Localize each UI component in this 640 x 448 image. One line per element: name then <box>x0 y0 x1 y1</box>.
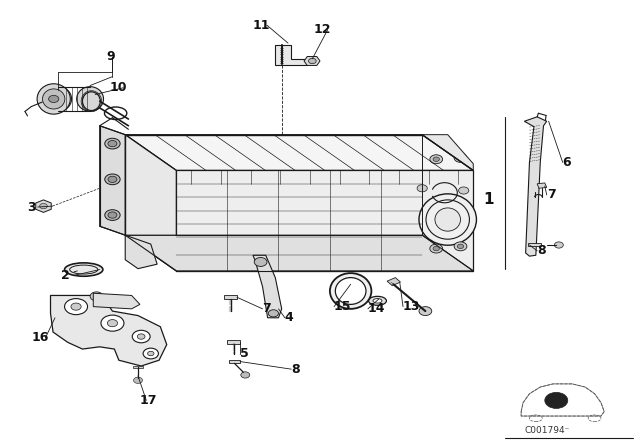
Text: 13: 13 <box>403 300 420 313</box>
Text: 17: 17 <box>140 394 157 407</box>
Polygon shape <box>524 117 547 256</box>
Circle shape <box>433 246 440 251</box>
Circle shape <box>430 155 443 164</box>
Circle shape <box>40 203 47 209</box>
Text: 7: 7 <box>262 302 271 315</box>
Ellipse shape <box>42 89 65 109</box>
Polygon shape <box>100 126 125 235</box>
Polygon shape <box>176 170 473 271</box>
Polygon shape <box>125 135 176 271</box>
Text: 8: 8 <box>291 362 300 376</box>
Circle shape <box>545 392 568 409</box>
Circle shape <box>458 244 464 249</box>
Ellipse shape <box>45 86 72 111</box>
Ellipse shape <box>65 263 103 276</box>
Text: 15: 15 <box>334 300 351 313</box>
Text: 5: 5 <box>240 347 249 360</box>
Circle shape <box>108 212 117 218</box>
Circle shape <box>148 351 154 356</box>
Circle shape <box>90 292 103 301</box>
Circle shape <box>71 303 81 310</box>
Polygon shape <box>253 255 282 318</box>
Circle shape <box>268 310 278 317</box>
Text: 2: 2 <box>61 269 70 282</box>
Text: C001794⁻: C001794⁻ <box>524 426 570 435</box>
Ellipse shape <box>330 273 371 309</box>
Polygon shape <box>93 293 140 309</box>
Circle shape <box>454 153 467 162</box>
Circle shape <box>105 138 120 149</box>
Text: 9: 9 <box>106 50 115 63</box>
Polygon shape <box>387 278 401 286</box>
Ellipse shape <box>435 208 461 231</box>
Ellipse shape <box>419 194 476 245</box>
Polygon shape <box>125 235 473 271</box>
Polygon shape <box>229 360 240 363</box>
Text: 8: 8 <box>537 244 546 257</box>
Circle shape <box>108 141 117 147</box>
Ellipse shape <box>77 86 104 111</box>
Text: 11: 11 <box>253 19 271 32</box>
Polygon shape <box>125 235 157 269</box>
Text: 7: 7 <box>547 189 556 202</box>
Circle shape <box>433 157 440 161</box>
Text: 16: 16 <box>31 332 49 345</box>
Circle shape <box>108 176 117 182</box>
Text: 3: 3 <box>28 201 36 214</box>
Circle shape <box>105 210 120 220</box>
Polygon shape <box>51 296 167 366</box>
Polygon shape <box>224 296 237 299</box>
Circle shape <box>454 242 467 251</box>
Polygon shape <box>133 366 143 368</box>
Polygon shape <box>227 340 240 344</box>
Circle shape <box>459 187 468 194</box>
Text: 6: 6 <box>563 156 572 169</box>
Circle shape <box>430 244 443 253</box>
Text: 10: 10 <box>109 81 127 94</box>
Text: 4: 4 <box>285 311 294 324</box>
Ellipse shape <box>373 298 382 303</box>
Circle shape <box>241 372 250 378</box>
Circle shape <box>132 330 150 343</box>
Circle shape <box>108 319 118 327</box>
Polygon shape <box>275 45 307 65</box>
Circle shape <box>554 242 563 248</box>
Polygon shape <box>125 135 473 170</box>
Polygon shape <box>528 243 541 246</box>
Circle shape <box>138 334 145 339</box>
Circle shape <box>49 95 59 103</box>
Polygon shape <box>537 183 547 188</box>
Ellipse shape <box>369 296 387 305</box>
Text: 1: 1 <box>483 192 493 207</box>
Text: 12: 12 <box>314 23 331 36</box>
Polygon shape <box>304 56 320 65</box>
Polygon shape <box>422 135 473 170</box>
Circle shape <box>65 298 88 314</box>
Circle shape <box>101 315 124 331</box>
Ellipse shape <box>335 278 366 304</box>
Circle shape <box>419 306 432 315</box>
Text: 14: 14 <box>368 302 385 315</box>
Circle shape <box>308 58 316 64</box>
Circle shape <box>105 174 120 185</box>
Circle shape <box>458 155 464 160</box>
Ellipse shape <box>37 84 70 114</box>
Circle shape <box>143 348 159 359</box>
Circle shape <box>417 185 428 192</box>
Circle shape <box>254 258 267 267</box>
Circle shape <box>134 377 143 383</box>
